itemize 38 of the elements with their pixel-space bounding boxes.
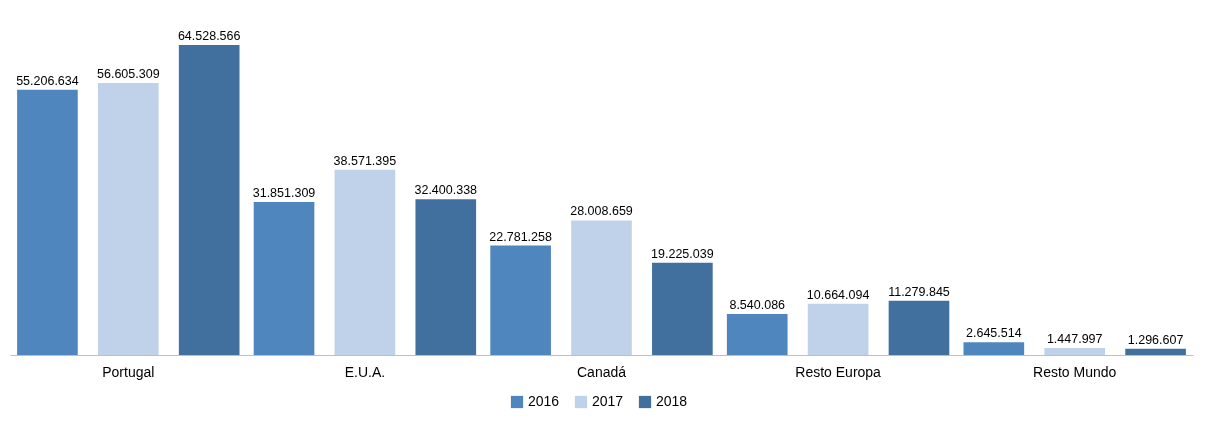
data-label: 22.781.258: [489, 229, 552, 244]
bar: [415, 199, 477, 355]
bar: [490, 245, 551, 355]
bar: [888, 300, 950, 355]
legend-label: 2018: [656, 393, 688, 409]
data-label: 56.605.309: [97, 67, 160, 82]
bar: [963, 342, 1025, 355]
data-label: 64.528.566: [177, 29, 241, 43]
data-label: 28.008.659: [570, 204, 633, 219]
data-label: 32.400.338: [414, 183, 478, 198]
data-label: 10.664.094: [806, 287, 870, 302]
data-label: 55.206.634: [16, 73, 79, 88]
legend-label: 2017: [592, 393, 624, 409]
bar: [1125, 348, 1186, 355]
legend-label: 2016: [528, 393, 560, 409]
bar: [571, 220, 632, 355]
x-tick-label: Resto Europa: [795, 363, 882, 380]
data-label: 31.851.309: [252, 185, 316, 200]
bar: [97, 83, 159, 355]
x-tick-label: Portugal: [102, 363, 155, 380]
data-label: 8.540.086: [729, 297, 786, 312]
bar: [807, 303, 869, 355]
x-tick-label: E.U.A.: [344, 363, 386, 380]
data-label: 38.571.395: [333, 153, 397, 168]
x-tick-label: Canadá: [576, 363, 627, 380]
x-tick-label: Resto Mundo: [1033, 363, 1117, 380]
data-label: 2.645.514: [966, 326, 1022, 341]
bar: [178, 45, 240, 355]
data-label: 19.225.039: [651, 246, 714, 261]
bar: [17, 89, 78, 355]
bar: [253, 201, 315, 355]
data-label: 11.279.845: [888, 284, 950, 299]
data-label: 1.447.997: [1046, 332, 1103, 347]
data-label: 1.296.607: [1127, 332, 1184, 347]
bar: [334, 169, 396, 355]
bar: [726, 313, 788, 355]
bar: [1044, 348, 1106, 355]
bar: [652, 262, 713, 355]
